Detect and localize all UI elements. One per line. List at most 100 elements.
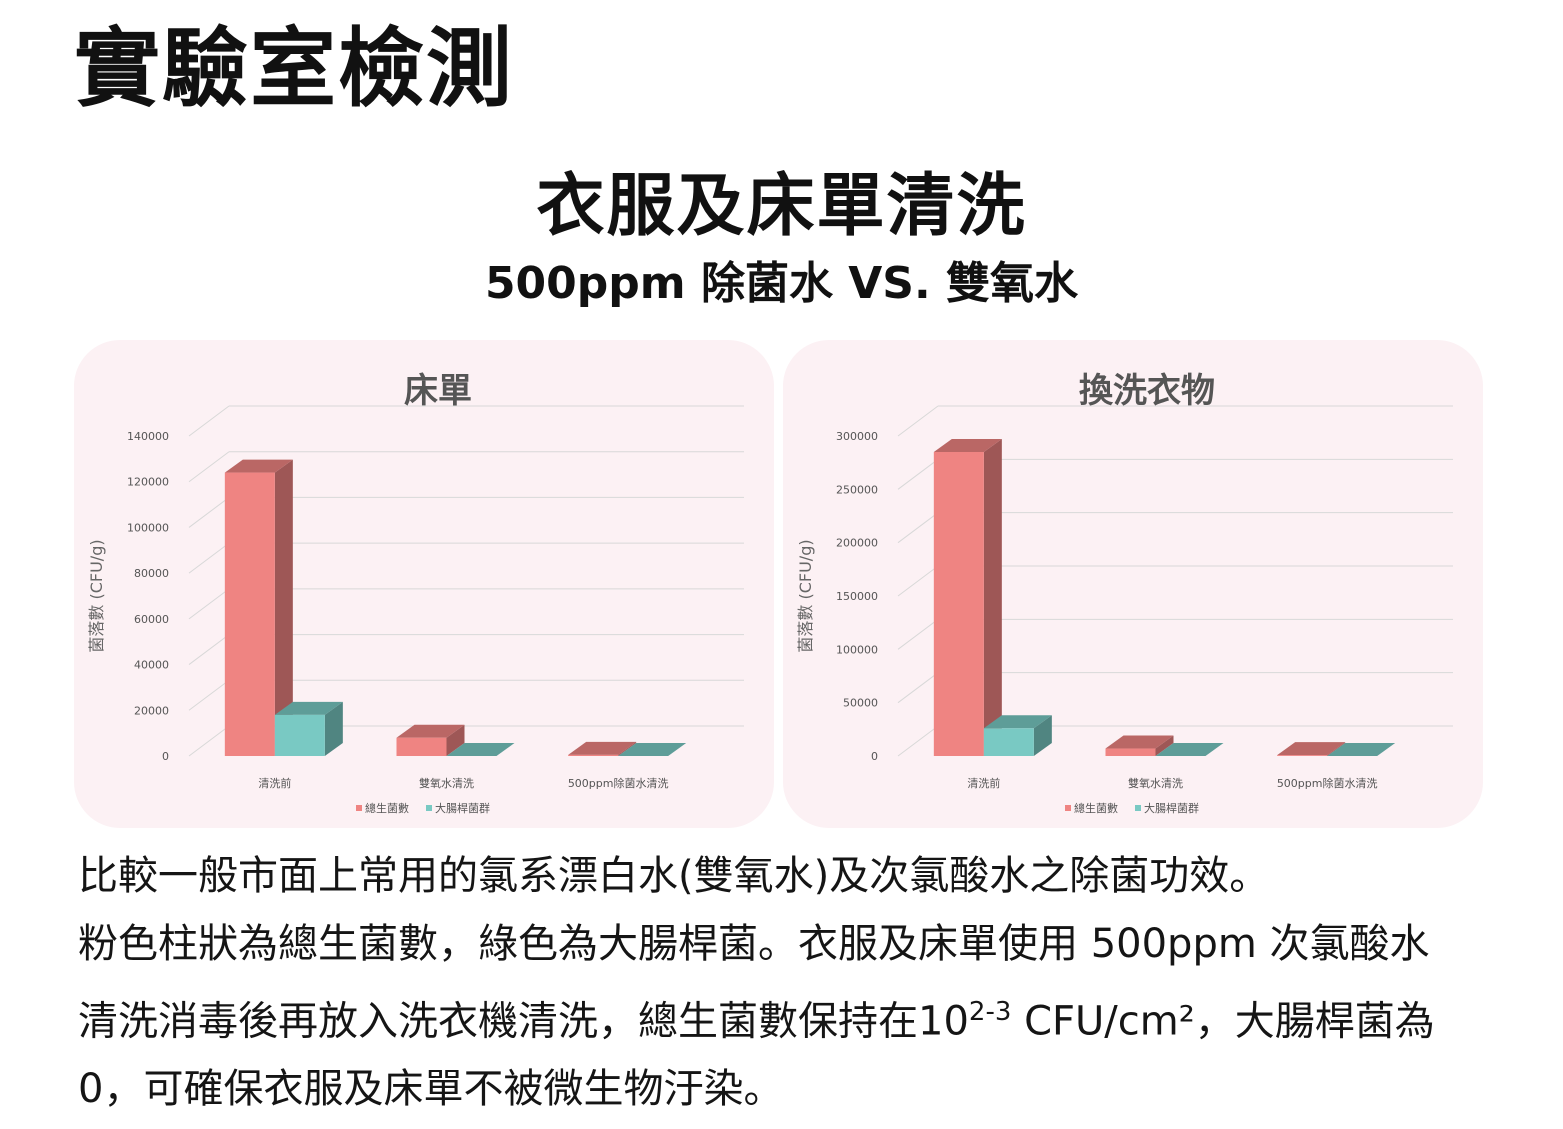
bar-top [568, 741, 637, 755]
bar-coliform [983, 715, 1052, 756]
y-tick-label: 40000 [134, 659, 169, 672]
bar-front [224, 472, 275, 756]
bar-total-bacteria [568, 741, 637, 756]
chart-panel-clothes: 換洗衣物菌落數 (CFU/g) 0 50000 100000 150000 200000 2… [783, 340, 1483, 828]
bar-total-bacteria [933, 439, 1002, 756]
bar-top [618, 743, 687, 756]
bar-top [1327, 743, 1396, 756]
y-tick-label: 200000 [836, 537, 878, 550]
description-line-3a: 清洗消毒後再放入洗衣機清洗，總生菌數保持在10 [78, 998, 969, 1045]
bar-coliform [1327, 743, 1396, 756]
legend-swatch [1065, 805, 1071, 811]
bar-side [446, 724, 465, 756]
y-tick-label: 150000 [836, 590, 878, 603]
description-line-1: 比較一般市面上常用的氯系漂白水(雙氧水)及次氯酸水之除菌功效。 [78, 853, 1270, 899]
bar-top [274, 701, 343, 715]
bar-total-bacteria [224, 459, 293, 756]
y-tick-label: 100000 [127, 521, 169, 534]
bar-front [933, 452, 984, 756]
gridline-diagonal [897, 512, 939, 544]
gridline-diagonal [188, 679, 230, 711]
gridline-diagonal [188, 405, 230, 437]
y-tick-label: 0 [871, 750, 878, 763]
bar-top [224, 459, 293, 473]
bar-coliform [618, 743, 687, 756]
gridline-diagonal [188, 451, 230, 483]
y-tick-label: 50000 [843, 697, 878, 710]
bar-top [983, 715, 1052, 729]
bar-top [1105, 735, 1174, 749]
bar-side [1033, 715, 1052, 756]
legend-label: 總生菌數 [365, 801, 409, 815]
chart-title: 床單 [404, 371, 472, 411]
y-tick-label: 120000 [127, 476, 169, 489]
gridline-diagonal [897, 672, 939, 704]
legend-label: 總生菌數 [1074, 801, 1118, 815]
bar-side [983, 439, 1002, 756]
bar-coliform [446, 743, 515, 756]
page-title: 實驗室檢測 [74, 19, 514, 119]
legend-label: 大腸桿菌群 [1144, 801, 1199, 815]
main-title: 衣服及床單清洗 [536, 167, 1027, 246]
y-axis-label: 菌落數 (CFU/g) [87, 539, 106, 652]
legend-swatch [1135, 805, 1141, 811]
bar-side [1327, 742, 1346, 756]
bar-total-bacteria [1277, 742, 1346, 756]
bar-side [274, 459, 293, 756]
gridline-diagonal [188, 542, 230, 574]
bar-coliform [274, 701, 343, 756]
y-tick-label: 140000 [127, 430, 169, 443]
y-tick-label: 60000 [134, 613, 169, 626]
gridline-diagonal [188, 588, 230, 620]
bar-front [274, 714, 325, 756]
chart-panel-bedsheet: 床單菌落數 (CFU/g) 0 20000 40000 60000 80000 100000… [74, 340, 774, 828]
sub-title: 500ppm 除菌水 VS. 雙氧水 [484, 258, 1079, 309]
x-tick-label: 500ppm除菌水清洗 [568, 776, 669, 790]
bar-front [568, 754, 619, 756]
y-tick-label: 0 [162, 750, 169, 763]
bar-total-bacteria [1105, 735, 1174, 756]
description: 比較一般市面上常用的氯系漂白水(雙氧水)及次氯酸水之除菌功效。 粉色柱狀為總生菌… [78, 842, 1498, 1123]
x-tick-label: 清洗前 [258, 776, 291, 790]
bar-side [1155, 735, 1174, 756]
bar-top [396, 724, 465, 738]
y-tick-label: 300000 [836, 430, 878, 443]
bar-front [1277, 755, 1328, 756]
gridline-diagonal [897, 725, 939, 757]
gridline-diagonal [188, 634, 230, 665]
description-line-3: 清洗消毒後再放入洗衣機清洗，總生菌數保持在102-3 CFU/cm²，大腸桿菌為 [78, 978, 1498, 1055]
bar-top [446, 743, 515, 756]
chart-title: 換洗衣物 [1079, 371, 1215, 411]
x-tick-label: 雙氧水清洗 [1128, 776, 1183, 790]
description-line-3b: CFU/cm²，大腸桿菌為 [1011, 998, 1435, 1045]
gridline-diagonal [897, 565, 939, 597]
gridline-diagonal [897, 458, 939, 490]
y-tick-label: 20000 [134, 704, 169, 717]
bar-coliform [1155, 743, 1224, 756]
bar-top [1277, 742, 1346, 756]
bar-top [933, 439, 1002, 452]
bar-front [396, 737, 447, 756]
x-tick-label: 雙氧水清洗 [419, 776, 474, 790]
bar-front [1105, 748, 1156, 756]
y-axis-label: 菌落數 (CFU/g) [796, 539, 815, 652]
legend-swatch [356, 805, 362, 811]
gridline-diagonal [897, 618, 939, 650]
gridline-diagonal [188, 497, 230, 528]
y-tick-label: 250000 [836, 483, 878, 496]
y-tick-label: 80000 [134, 567, 169, 580]
bar-total-bacteria [396, 724, 465, 756]
bar-side [324, 701, 343, 756]
description-line-4: 0，可確保衣服及床單不被微生物汙染。 [78, 1066, 784, 1113]
gridline-diagonal [188, 725, 230, 757]
x-tick-label: 500ppm除菌水清洗 [1277, 776, 1378, 790]
description-line-3-superscript: 2-3 [968, 997, 1012, 1027]
legend-swatch [426, 805, 432, 811]
gridline-diagonal [897, 405, 939, 437]
bar-side [618, 741, 637, 756]
y-tick-label: 100000 [836, 643, 878, 656]
description-line-2: 粉色柱狀為總生菌數，綠色為大腸桿菌。衣服及床單使用 500ppm 次氯酸水 [78, 921, 1430, 967]
bar-front [983, 728, 1034, 756]
